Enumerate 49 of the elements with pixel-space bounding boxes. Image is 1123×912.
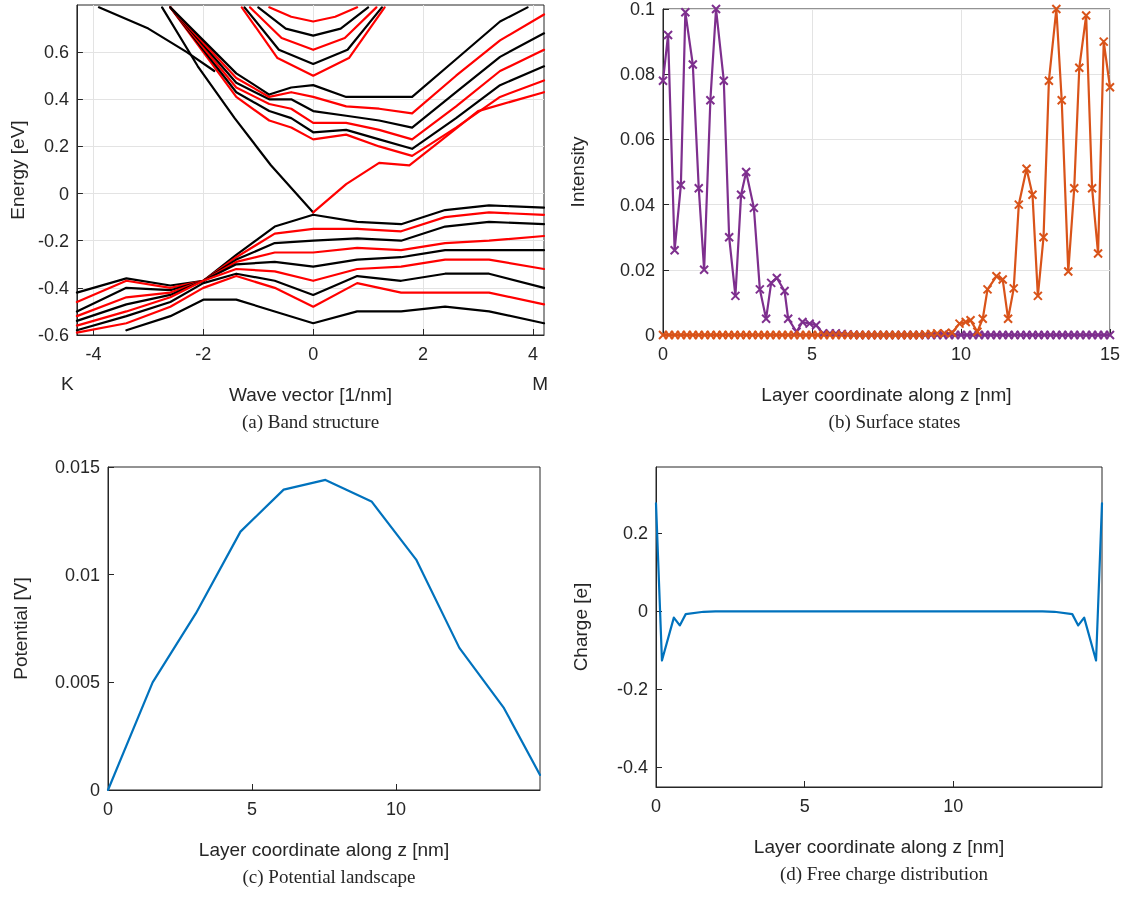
y-tick-label: 0.01 xyxy=(64,564,100,585)
y-tick-label: -0.2 xyxy=(37,230,69,251)
x-tick-label: 10 xyxy=(385,799,407,819)
text: K xyxy=(61,373,74,394)
text: M xyxy=(532,373,548,394)
x-tick-label: 5 xyxy=(246,799,258,819)
y-tick-label: 0.1 xyxy=(629,0,655,19)
y-tick-label: 0.06 xyxy=(619,129,655,150)
text: (b) Surface states xyxy=(828,411,961,433)
y-tick-label: 0.015 xyxy=(54,457,100,477)
y-axis-title: Charge [e] xyxy=(570,582,591,672)
y-tick-label: -0.4 xyxy=(616,757,648,778)
y-tick-label: 0.2 xyxy=(43,136,69,157)
x-tick-label: 15 xyxy=(1099,344,1120,364)
x-tick-label: 10 xyxy=(950,344,972,364)
y-tick-label: 0 xyxy=(637,601,648,622)
y-tick-label: 0 xyxy=(644,325,655,345)
y-tick-label: 0 xyxy=(58,183,69,204)
y-tick-label: -0.4 xyxy=(37,277,69,298)
x-tick-label: 0 xyxy=(657,344,669,364)
y-tick-label: -0.6 xyxy=(37,325,69,345)
x-tick-label: 4 xyxy=(528,344,539,364)
x-tick-label: 0 xyxy=(308,344,319,364)
x-tick-label: 0 xyxy=(102,799,114,819)
y-tick-label: 0.2 xyxy=(622,523,648,544)
x-tick-label: 5 xyxy=(799,796,810,816)
text: (c) Potential landscape xyxy=(242,866,416,888)
y-tick-label: 0 xyxy=(89,780,100,800)
x-tick-label: -4 xyxy=(85,344,102,364)
x-tick-label: 2 xyxy=(418,344,429,364)
y-tick-label: 0.005 xyxy=(54,672,100,693)
y-tick-label: 0.08 xyxy=(619,64,655,85)
x-axis-title: Layer coordinate along z [nm] xyxy=(198,839,450,860)
x-tick-label: 10 xyxy=(943,796,964,816)
y-tick-label: 0.04 xyxy=(619,194,655,215)
y-axis-title: Potential [V] xyxy=(10,577,31,680)
y-tick-label: -0.2 xyxy=(616,679,648,700)
x-axis-title: Layer coordinate along z [nm] xyxy=(761,384,1012,405)
x-tick-label: 5 xyxy=(806,344,817,364)
x-tick-label: -2 xyxy=(195,344,212,364)
x-axis-title: Layer coordinate along z [nm] xyxy=(753,836,1005,857)
x-axis-title: Wave vector [1/nm] xyxy=(228,384,392,405)
y-tick-label: 0.4 xyxy=(43,89,69,110)
y-axis-title: Intensity xyxy=(567,136,588,208)
y-axis-title: Energy [eV] xyxy=(7,120,28,220)
text: (a) Band structure xyxy=(241,411,380,433)
y-tick-label: 0.02 xyxy=(619,259,655,280)
y-tick-label: 0.6 xyxy=(43,42,69,63)
text: (d) Free charge distribution xyxy=(779,863,989,885)
